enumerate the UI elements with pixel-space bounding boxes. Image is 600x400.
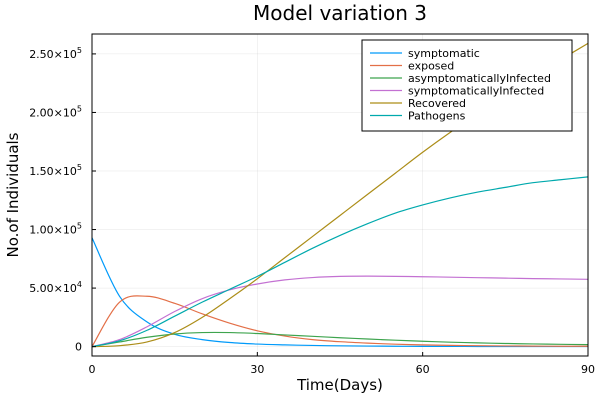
y-tick-label: 0 xyxy=(75,341,82,354)
series-line-exposed xyxy=(91,295,589,347)
x-tick-label: 90 xyxy=(581,363,595,376)
x-tick-label: 0 xyxy=(89,363,96,376)
series-line-asymptomaticallyInfected xyxy=(91,331,589,348)
legend-label: exposed xyxy=(408,60,454,73)
y-tick-label: 5.00×104 xyxy=(29,280,82,295)
x-axis-label: Time(Days) xyxy=(296,376,383,394)
legend-label: asymptomaticallyInfected xyxy=(408,72,551,85)
x-tick-label: 60 xyxy=(416,363,430,376)
legend-label: symptomaticallyInfected xyxy=(408,85,544,98)
y-tick-label: 1.50×105 xyxy=(29,163,82,178)
y-tick-label: 2.00×105 xyxy=(29,104,82,119)
y-ticks: 0 5.00×104 1.00×105 1.50×105 2.00×105 2.50×10… xyxy=(29,46,96,354)
plot-frame xyxy=(91,33,589,357)
y-tick-label: 1.00×105 xyxy=(29,222,82,237)
legend-label: Recovered xyxy=(408,97,466,110)
series-line-Pathogens xyxy=(91,176,589,348)
legend-label: symptomatic xyxy=(408,47,480,60)
legend-label: Pathogens xyxy=(408,110,466,123)
x-tick-label: 30 xyxy=(250,363,264,376)
series-line-symptomaticallyInfected xyxy=(91,275,589,348)
chart-title: Model variation 3 xyxy=(253,1,427,25)
y-axis-label: No.of Individuals xyxy=(4,132,22,257)
legend: symptomaticexposedasymptomaticallyInfect… xyxy=(361,39,573,132)
series-line-symptomatic xyxy=(91,237,589,348)
y-tick-label: 2.50×105 xyxy=(29,46,82,61)
x-ticks: 0 30 60 90 xyxy=(89,352,595,376)
